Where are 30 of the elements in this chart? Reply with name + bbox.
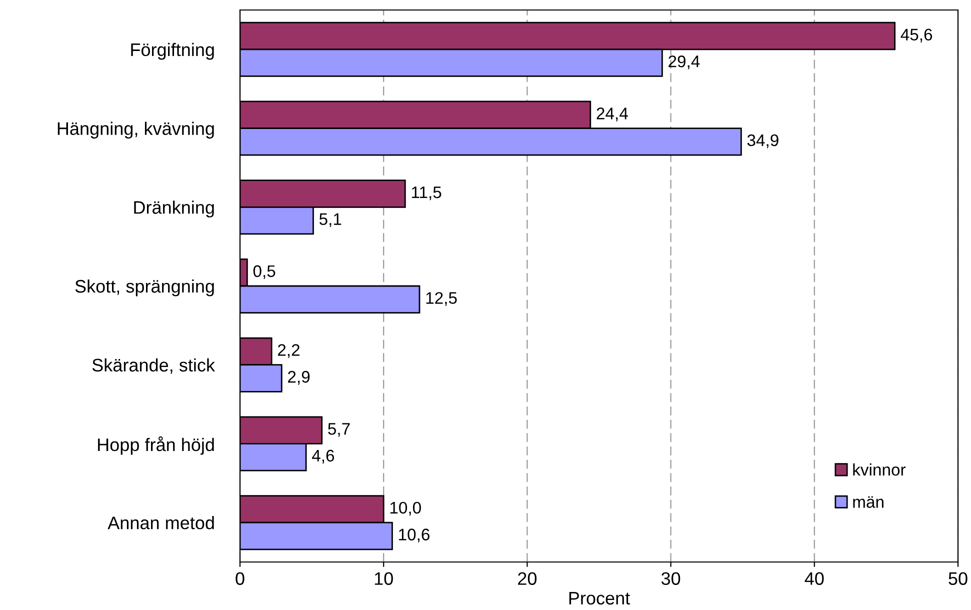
data-label: 2,9 (288, 370, 310, 385)
y-tick-label: Förgiftning (131, 42, 214, 60)
x-tick-label: 10 (374, 572, 393, 585)
y-tick-label: Hopp från höjd (98, 436, 214, 455)
y-tick-label: Dränkning (134, 200, 214, 218)
data-label: 5,1 (319, 213, 342, 227)
data-label: 12,5 (426, 292, 457, 306)
data-label: 45,6 (900, 28, 932, 42)
y-tick-label: Skärande, stick (92, 358, 216, 374)
x-tick-label: 20 (518, 572, 537, 585)
x-tick-label: 50 (948, 572, 968, 585)
data-label: 10,0 (390, 502, 421, 516)
data-label: 24,4 (596, 108, 628, 122)
data-label: 29,4 (668, 56, 700, 70)
data-label: 0,5 (253, 265, 276, 280)
x-axis-title: Procent (569, 592, 630, 605)
data-label: 2,2 (278, 344, 300, 358)
data-label: 34,9 (747, 134, 778, 148)
x-tick-label: 0 (236, 572, 244, 585)
x-tick-label: 30 (661, 572, 680, 585)
data-label: 10,6 (399, 528, 430, 542)
legend-label: män (853, 496, 884, 508)
legend-label: kvinnor (853, 463, 906, 476)
data-label: 11,5 (412, 186, 442, 200)
x-tick-label: 40 (804, 572, 824, 585)
data-label: 5,7 (328, 423, 350, 437)
y-tick-label: Skott, sprängning (75, 279, 214, 296)
data-label: 4,6 (312, 450, 334, 464)
y-tick-label: Hängning, kvävning (58, 122, 214, 139)
y-tick-label: Annan metod (108, 516, 214, 530)
